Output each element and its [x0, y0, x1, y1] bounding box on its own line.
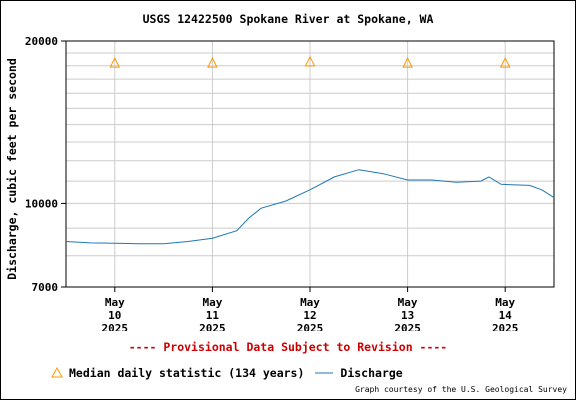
- median-marker: [402, 56, 413, 68]
- median-marker: [207, 56, 218, 68]
- x-tick-label: 13: [401, 309, 414, 322]
- y-tick-label: 20000: [25, 35, 58, 48]
- x-tick-label: May: [105, 296, 125, 309]
- x-tick-label: May: [495, 296, 515, 309]
- legend-item-median: Median daily statistic (134 years): [51, 366, 304, 380]
- triangle-marker-icon: [51, 367, 63, 378]
- x-tick-label: 2025: [297, 322, 324, 331]
- provisional-note: ---- Provisional Data Subject to Revisio…: [128, 340, 448, 354]
- y-tick-label: 10000: [25, 197, 58, 210]
- legend-item-discharge: Discharge: [314, 366, 403, 380]
- y-tick-label: 7000: [32, 281, 59, 294]
- chart-title: USGS 12422500 Spokane River at Spokane, …: [142, 12, 434, 26]
- x-tick-label: May: [300, 296, 320, 309]
- x-tick-label: 2025: [199, 322, 226, 331]
- x-tick-label: 2025: [102, 322, 129, 331]
- x-tick-label: 14: [499, 309, 513, 322]
- x-tick-label: May: [398, 296, 418, 309]
- legend: Median daily statistic (134 years) Disch…: [51, 366, 403, 380]
- legend-median-swatch: [51, 367, 63, 378]
- legend-discharge-label: Discharge: [340, 366, 403, 380]
- x-tick-label: 2025: [394, 322, 421, 331]
- plot-svg: 70001000020000May102025May112025May12202…: [25, 35, 555, 331]
- median-marker: [109, 56, 121, 68]
- x-tick-label: 10: [108, 309, 121, 322]
- line-swatch-icon: [315, 372, 334, 374]
- x-tick-label: 11: [206, 309, 220, 322]
- graph-credit: Graph courtesy of the U.S. Geological Su…: [355, 385, 567, 394]
- median-marker: [304, 55, 316, 67]
- x-tick-label: 2025: [492, 322, 519, 331]
- legend-median-label: Median daily statistic (134 years): [69, 366, 305, 380]
- x-tick-label: 12: [303, 309, 316, 322]
- x-tick-label: May: [202, 296, 222, 309]
- median-marker: [499, 56, 511, 68]
- discharge-series-line: [65, 169, 555, 245]
